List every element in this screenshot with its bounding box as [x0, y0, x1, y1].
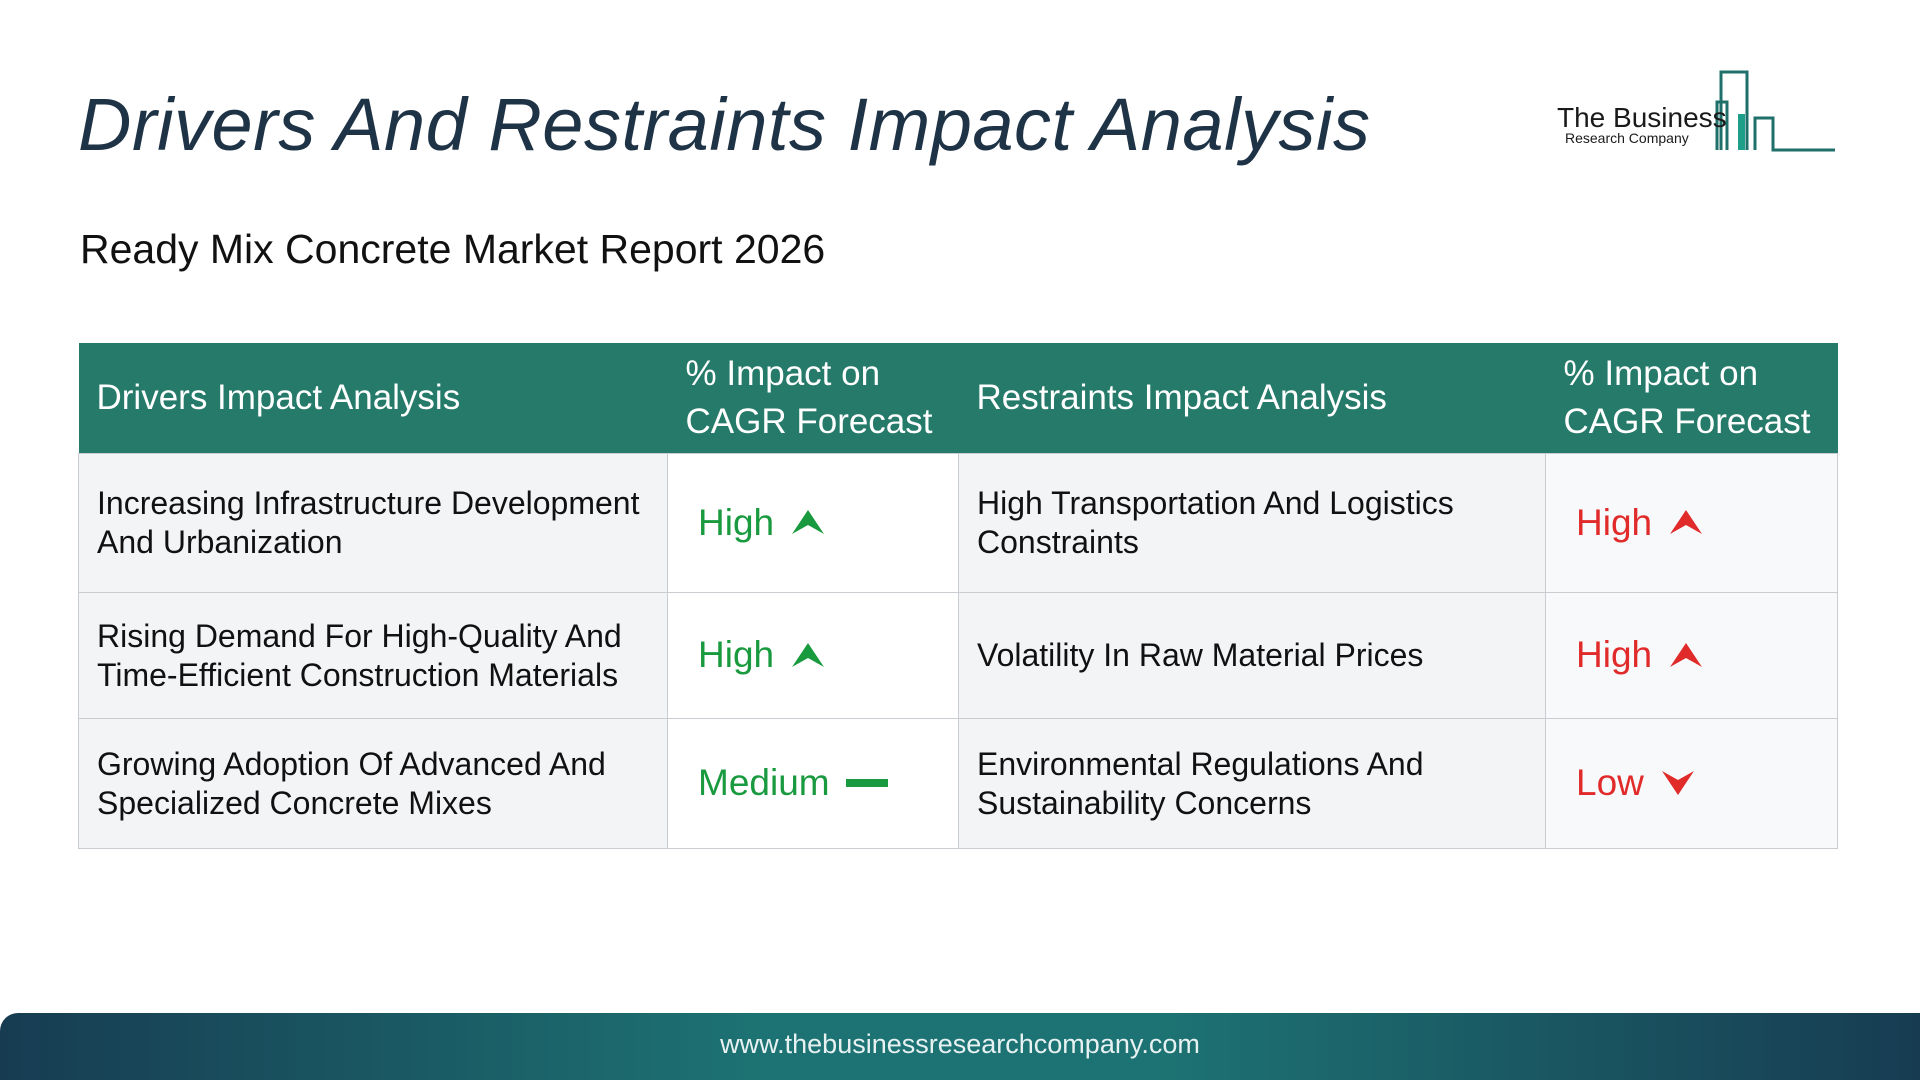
impact-label: High [698, 501, 775, 543]
restraint-impact: High [1564, 503, 1704, 542]
restraint-cell: High Transportation And Logistics Constr… [958, 453, 1546, 593]
header-restraint-impact: % Impact on CAGR Forecast [1545, 343, 1838, 454]
impact-table: Drivers Impact Analysis % Impact on CAGR… [78, 343, 1838, 849]
logo-tagline: Research Company [1565, 130, 1689, 146]
up-arrow-icon [1670, 642, 1703, 667]
driver-impact: High [686, 635, 826, 674]
driver-cell: Growing Adoption Of Advanced And Special… [78, 718, 668, 849]
driver-impact-cell: High [667, 592, 959, 719]
driver-cell: Rising Demand For High-Quality And Time-… [78, 592, 668, 719]
up-arrow-icon [792, 642, 825, 667]
table-header-row: Drivers Impact Analysis % Impact on CAGR… [78, 343, 1838, 454]
driver-impact: High [686, 503, 826, 542]
down-arrow-icon [1661, 770, 1694, 795]
table-row: Growing Adoption Of Advanced And Special… [78, 718, 1838, 849]
footer-website-link[interactable]: www.thebusinessresearchcompany.com [720, 1029, 1200, 1059]
restraint-impact-cell: High [1545, 453, 1838, 593]
company-logo: The Business Research Company [1555, 66, 1835, 156]
driver-cell: Increasing Infrastructure Development An… [78, 453, 668, 593]
table-row: Increasing Infrastructure Development An… [78, 453, 1838, 593]
restraint-impact: Low [1564, 763, 1696, 802]
driver-impact-cell: High [667, 453, 959, 593]
logo-name: The Business [1557, 102, 1727, 133]
dash-icon [845, 778, 888, 787]
driver-impact: Medium [686, 763, 888, 802]
up-arrow-icon [1670, 510, 1703, 534]
up-arrow-icon [792, 510, 825, 534]
report-subtitle: Ready Mix Concrete Market Report 2026 [80, 226, 826, 272]
restraint-impact: High [1564, 635, 1704, 674]
restraint-impact-cell: Low [1545, 718, 1838, 849]
building-bars-icon [1715, 70, 1835, 152]
impact-label: Low [1576, 762, 1644, 803]
table-row: Rising Demand For High-Quality And Time-… [78, 592, 1838, 719]
impact-label: High [698, 634, 775, 675]
impact-label: Medium [698, 762, 830, 803]
page-title: Drivers And Restraints Impact Analysis [78, 83, 1371, 166]
restraint-cell: Volatility In Raw Material Prices [958, 592, 1546, 719]
impact-label: High [1576, 634, 1653, 675]
footer-bar: www.thebusinessresearchcompany.com [0, 1013, 1920, 1080]
header-driver-impact: % Impact on CAGR Forecast [667, 343, 959, 454]
restraint-cell: Environmental Regulations And Sustainabi… [958, 718, 1546, 849]
impact-label: High [1576, 501, 1653, 543]
header-restraints: Restraints Impact Analysis [958, 343, 1546, 454]
header-drivers: Drivers Impact Analysis [78, 343, 668, 454]
restraint-impact-cell: High [1545, 592, 1838, 719]
driver-impact-cell: Medium [667, 718, 959, 849]
